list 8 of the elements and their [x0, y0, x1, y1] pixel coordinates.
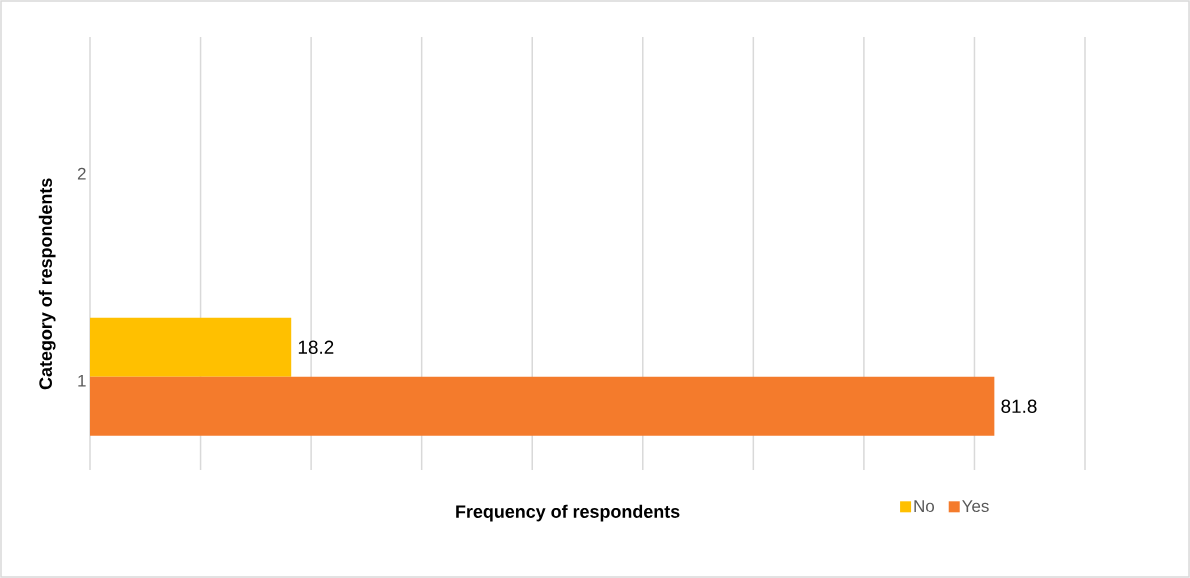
- data-label: 81.8: [1001, 399, 1037, 413]
- y-axis-title: Category of respondents: [38, 178, 56, 390]
- y-tick-label: 1: [78, 374, 86, 387]
- legend-label: Yes: [962, 500, 989, 513]
- y-tick-label: 2: [77, 167, 86, 180]
- x-axis-title: Frequency of respondents: [456, 504, 680, 522]
- data-label: 18.2: [298, 340, 334, 354]
- legend-label: No: [914, 500, 935, 513]
